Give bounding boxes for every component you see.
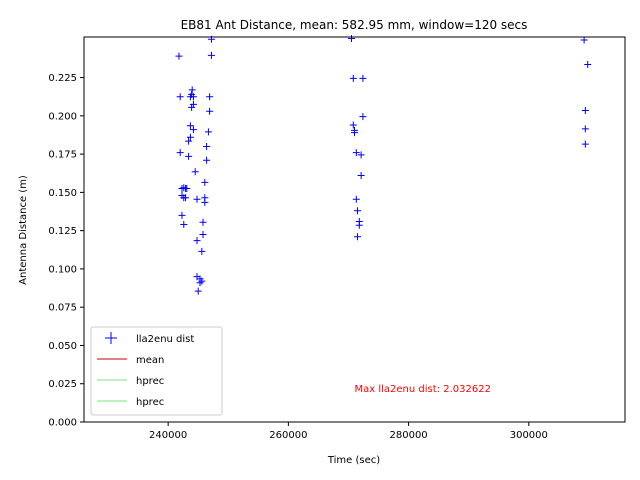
y-tick-label: 0.050: [48, 341, 77, 352]
legend: lla2enu dist mean hprec hprec: [90, 326, 223, 416]
data-point: [204, 128, 212, 136]
data-point: [199, 218, 207, 226]
data-point: [183, 185, 191, 193]
data-point: [352, 195, 360, 203]
x-tick-label: 240000: [149, 430, 187, 441]
data-point: [354, 233, 362, 241]
data-point: [180, 184, 188, 192]
y-tick-label: 0.075: [48, 303, 77, 314]
plot-area: [175, 35, 592, 295]
data-point: [349, 121, 357, 129]
data-point: [176, 149, 184, 157]
data-point: [359, 113, 367, 121]
data-point: [352, 149, 360, 157]
data-point: [203, 156, 211, 164]
data-point: [199, 230, 207, 238]
data-point: [194, 287, 202, 295]
y-tick-label: 0.200: [48, 111, 77, 122]
legend-entry-hprec: hprec: [97, 376, 164, 387]
legend-label-lla2enu: lla2enu dist: [136, 334, 194, 345]
data-point: [207, 51, 215, 59]
legend-entry-mean: mean: [97, 355, 164, 366]
x-tick-label: 300000: [510, 430, 548, 441]
x-tick-label: 260000: [269, 430, 307, 441]
data-point: [349, 74, 357, 82]
data-point: [189, 93, 197, 101]
x-axis: 240000 260000 280000 300000: [149, 422, 548, 441]
legend-entry-hprec-2: hprec: [97, 397, 164, 408]
data-point: [189, 126, 197, 134]
y-tick-label: 0.150: [48, 188, 77, 199]
data-point: [185, 152, 193, 160]
data-point: [201, 178, 209, 186]
y-axis: 0.000 0.025 0.050 0.075 0.100 0.125 0.150 0.175…: [48, 73, 84, 429]
data-point: [186, 122, 194, 130]
data-point: [206, 107, 214, 115]
data-point: [357, 151, 365, 159]
legend-label-mean: mean: [136, 355, 164, 366]
data-point: [175, 52, 183, 60]
data-point: [193, 195, 201, 203]
y-tick-label: 0.225: [48, 73, 77, 84]
data-point: [581, 140, 589, 148]
data-point: [189, 100, 197, 108]
data-point: [359, 74, 367, 82]
data-point: [203, 142, 211, 150]
y-tick-label: 0.125: [48, 226, 77, 237]
data-point: [201, 194, 209, 202]
data-point: [584, 61, 592, 69]
data-point: [347, 35, 355, 43]
data-point: [206, 93, 214, 101]
x-axis-label: Time (sec): [327, 455, 380, 466]
data-point: [182, 194, 190, 202]
data-point: [188, 86, 196, 94]
y-tick-label: 0.000: [48, 418, 77, 429]
legend-marker-plus: [105, 332, 117, 344]
y-tick-label: 0.025: [48, 379, 77, 390]
data-point: [180, 221, 188, 229]
data-point: [198, 247, 206, 255]
data-point: [196, 279, 204, 287]
data-point: [193, 237, 201, 245]
data-point: [354, 207, 362, 215]
plot-frame: [83, 36, 626, 423]
y-tick-label: 0.175: [48, 150, 77, 161]
x-tick-label: 280000: [390, 430, 428, 441]
data-point: [178, 211, 186, 219]
data-point: [185, 137, 193, 145]
data-point: [186, 133, 194, 141]
legend-entry-lla2enu: lla2enu dist: [105, 332, 194, 345]
legend-label-hprec: hprec: [136, 376, 164, 387]
y-axis-label: Antenna Distance (m): [18, 175, 29, 285]
data-point: [355, 221, 363, 229]
data-point: [198, 277, 206, 285]
y-tick-label: 0.100: [48, 264, 77, 275]
data-point: [581, 106, 589, 114]
data-point: [581, 125, 589, 133]
data-point: [580, 36, 588, 44]
legend-label-hprec-2: hprec: [136, 397, 164, 408]
data-point: [351, 129, 358, 137]
max-distance-annotation: Max lla2enu dist: 2.032622: [355, 384, 491, 395]
data-point: [188, 103, 196, 111]
data-point: [357, 172, 365, 180]
data-point: [176, 93, 184, 101]
legend-box: [90, 326, 223, 416]
data-point: [191, 168, 199, 176]
chart-title: EB81 Ant Distance, mean: 582.95 mm, wind…: [181, 18, 528, 32]
